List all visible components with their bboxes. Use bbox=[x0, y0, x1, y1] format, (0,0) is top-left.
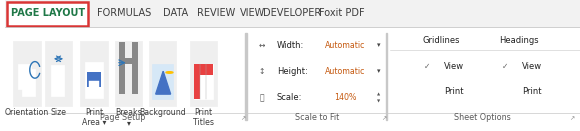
Bar bbox=[18, 64, 31, 89]
Text: Headings: Headings bbox=[499, 36, 538, 45]
Text: Print: Print bbox=[522, 87, 541, 96]
Text: ▾: ▾ bbox=[377, 42, 380, 48]
Bar bbox=[85, 62, 103, 98]
Bar bbox=[5, 0, 580, 27]
Text: ↗: ↗ bbox=[240, 116, 245, 121]
Text: 140%: 140% bbox=[334, 93, 356, 102]
Bar bbox=[119, 58, 138, 64]
Text: ✓: ✓ bbox=[502, 62, 508, 71]
Text: View: View bbox=[444, 62, 465, 71]
Bar bbox=[194, 75, 200, 99]
Bar bbox=[81, 40, 108, 106]
Bar bbox=[132, 42, 138, 70]
Bar bbox=[190, 40, 217, 106]
Bar bbox=[119, 62, 125, 94]
Text: Sheet Options: Sheet Options bbox=[454, 113, 510, 122]
Bar bbox=[13, 40, 41, 106]
Text: Gridlines: Gridlines bbox=[422, 36, 459, 45]
Text: ↗: ↗ bbox=[380, 116, 386, 121]
Text: DEVELOPER: DEVELOPER bbox=[263, 8, 321, 18]
Bar bbox=[149, 40, 176, 106]
Circle shape bbox=[166, 72, 173, 73]
Text: ↔: ↔ bbox=[258, 41, 264, 50]
Bar bbox=[492, 86, 580, 97]
Text: Scale:: Scale: bbox=[277, 93, 302, 102]
Bar bbox=[45, 40, 72, 106]
Bar bbox=[194, 64, 213, 99]
Bar bbox=[492, 61, 580, 72]
Text: Scale to Fit: Scale to Fit bbox=[295, 113, 339, 122]
Bar bbox=[89, 81, 99, 97]
Bar bbox=[317, 90, 383, 106]
Text: ▾: ▾ bbox=[377, 68, 380, 74]
Text: Size: Size bbox=[50, 108, 67, 117]
Bar bbox=[317, 37, 383, 54]
Text: Orientation: Orientation bbox=[5, 108, 49, 117]
FancyBboxPatch shape bbox=[7, 2, 88, 26]
Text: Height:: Height: bbox=[277, 67, 308, 76]
Bar bbox=[415, 86, 534, 97]
Bar bbox=[51, 65, 64, 96]
Text: Automatic: Automatic bbox=[325, 41, 365, 50]
Text: FORMULAS: FORMULAS bbox=[97, 8, 151, 18]
Bar bbox=[317, 63, 383, 80]
Text: Automatic: Automatic bbox=[325, 67, 365, 76]
Text: ↕: ↕ bbox=[258, 67, 264, 76]
Bar bbox=[152, 64, 173, 99]
Text: View: View bbox=[522, 62, 542, 71]
Bar bbox=[22, 69, 35, 96]
Text: ⤡: ⤡ bbox=[259, 93, 264, 102]
Text: Foxit PDF: Foxit PDF bbox=[320, 8, 365, 18]
Bar bbox=[194, 64, 213, 75]
Bar bbox=[132, 62, 138, 94]
Text: PAGE LAYOUT: PAGE LAYOUT bbox=[10, 8, 85, 18]
Text: VIEW: VIEW bbox=[240, 8, 266, 18]
Bar bbox=[245, 32, 246, 120]
Text: Print: Print bbox=[444, 87, 464, 96]
Bar bbox=[119, 42, 125, 70]
Text: REVIEW: REVIEW bbox=[197, 8, 235, 18]
Text: ▲: ▲ bbox=[377, 92, 380, 96]
Text: ↗: ↗ bbox=[569, 116, 574, 121]
Text: Width:: Width: bbox=[277, 41, 305, 50]
Text: Background: Background bbox=[139, 108, 186, 117]
Text: ✓: ✓ bbox=[424, 62, 430, 71]
Bar bbox=[415, 61, 534, 72]
Text: Page Setup: Page Setup bbox=[100, 113, 146, 122]
Bar bbox=[87, 72, 101, 88]
Text: Print
Titles: Print Titles bbox=[193, 108, 214, 127]
Text: Breaks
▾: Breaks ▾ bbox=[115, 108, 142, 127]
Polygon shape bbox=[155, 71, 171, 94]
Bar bbox=[386, 32, 387, 120]
Bar bbox=[115, 40, 143, 106]
Text: ▼: ▼ bbox=[377, 100, 380, 104]
Text: DATA: DATA bbox=[163, 8, 188, 18]
Text: Print
Area ▾: Print Area ▾ bbox=[82, 108, 106, 127]
